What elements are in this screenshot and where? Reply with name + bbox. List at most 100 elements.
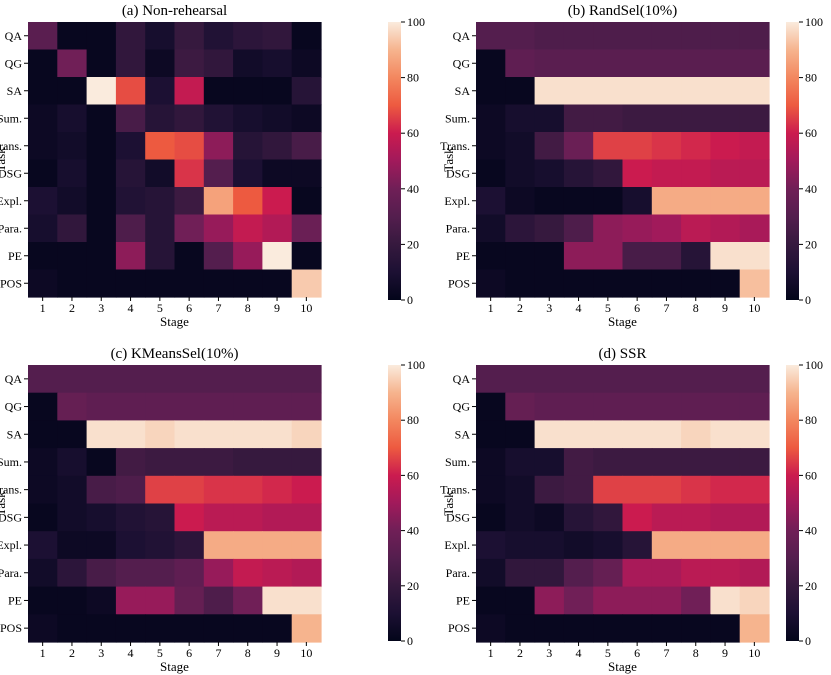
- heatmap-cell: [145, 49, 176, 78]
- heatmap-cell: [593, 531, 624, 560]
- heatmap-cell: [57, 503, 88, 532]
- heatmap-cell: [534, 420, 565, 449]
- heatmap-cell: [681, 475, 711, 505]
- heatmap-cell: [563, 448, 594, 477]
- heatmap-cell: [86, 214, 117, 243]
- heatmap-cell: [233, 558, 263, 588]
- heatmap-cell: [622, 269, 653, 298]
- heatmap-cell: [57, 77, 88, 106]
- heatmap-cell: [174, 269, 205, 298]
- heatmap-cell: [739, 558, 770, 588]
- heatmap-cell: [651, 475, 682, 505]
- heatmap-cell: [476, 159, 506, 188]
- heatmap-cell: [563, 49, 594, 78]
- heatmap-cell: [115, 77, 146, 106]
- x-tick-label: 6: [634, 301, 640, 315]
- x-tick-label: 5: [157, 301, 163, 315]
- heatmap-cell: [86, 104, 117, 133]
- heatmap-cell: [563, 242, 594, 271]
- colorbar-tick-label: 0: [805, 293, 811, 307]
- heatmap-cell: [233, 614, 263, 643]
- heatmap-cell: [476, 187, 506, 216]
- heatmap-cell: [233, 531, 263, 560]
- heatmap-cell: [534, 269, 565, 298]
- heatmap-cell: [203, 242, 234, 271]
- heatmap-cell: [710, 104, 741, 133]
- heatmap-cell: [145, 77, 176, 106]
- heatmap-cell: [291, 365, 322, 394]
- heatmap-cell: [681, 77, 711, 106]
- heatmap-cell: [681, 365, 711, 394]
- heatmap-cell: [505, 49, 536, 78]
- x-tick-label: 10: [300, 646, 312, 660]
- heatmap-cell: [115, 475, 146, 505]
- heatmap-cell: [622, 22, 653, 51]
- heatmap-cell: [86, 49, 117, 78]
- heatmap-cell: [651, 22, 682, 51]
- heatmap-cell: [622, 392, 653, 421]
- heatmap-cell: [593, 475, 624, 505]
- y-tick-label: POS: [448, 621, 470, 635]
- heatmap-cell: [115, 214, 146, 243]
- heatmap-cell: [739, 132, 770, 161]
- heatmap-cell: [476, 475, 506, 505]
- heatmap-cell: [563, 475, 594, 505]
- x-tick-label: 1: [488, 646, 494, 660]
- heatmap-cell: [563, 269, 594, 298]
- heatmap-cell: [651, 420, 682, 449]
- x-tick-label: 3: [546, 646, 552, 660]
- heatmap-cell: [28, 22, 58, 51]
- heatmap-cell: [57, 614, 88, 643]
- heatmap-cell: [681, 132, 711, 161]
- heatmap-cell: [28, 558, 58, 588]
- heatmap-cell: [203, 392, 234, 421]
- heatmap-cell: [262, 558, 293, 588]
- heatmap-cell: [115, 104, 146, 133]
- heatmap-cell: [505, 104, 536, 133]
- heatmap-cell: [233, 187, 263, 216]
- heatmap-cell: [86, 475, 117, 505]
- heatmap-cell: [505, 187, 536, 216]
- heatmap-cell: [115, 531, 146, 560]
- heatmap-cell: [233, 132, 263, 161]
- heatmap-cell: [534, 586, 565, 615]
- heatmap-cell: [203, 49, 234, 78]
- x-tick-label: 3: [98, 646, 104, 660]
- heatmap-cell: [622, 77, 653, 106]
- y-tick-label: QG: [5, 56, 23, 70]
- heatmap-cell: [233, 586, 263, 615]
- heatmap-cell: [203, 22, 234, 51]
- heatmap-cell: [28, 392, 58, 421]
- heatmap-cell: [262, 365, 293, 394]
- heatmap-cell: [593, 269, 624, 298]
- heatmap-cell: [233, 22, 263, 51]
- heatmap-cell: [651, 214, 682, 243]
- heatmap-cell: [681, 214, 711, 243]
- heatmap-cell: [534, 159, 565, 188]
- colorbar-tick-label: 20: [407, 237, 419, 251]
- heatmap-cell: [739, 159, 770, 188]
- heatmap-cell: [534, 392, 565, 421]
- colorbar-tick-label: 20: [805, 237, 817, 251]
- heatmap-cell: [651, 503, 682, 532]
- heatmap-cell: [651, 159, 682, 188]
- heatmap-cell: [739, 187, 770, 216]
- colorbar: [786, 22, 799, 300]
- colorbar-tick-label: 40: [805, 524, 817, 538]
- heatmap-cell: [203, 104, 234, 133]
- heatmap-cell: [291, 558, 322, 588]
- panel-title: (d) SSR: [599, 346, 647, 362]
- heatmap-cell: [174, 614, 205, 643]
- heatmap-cell: [262, 159, 293, 188]
- heatmap-cell: [622, 49, 653, 78]
- heatmap-cell: [203, 420, 234, 449]
- heatmap-cell: [115, 558, 146, 588]
- heatmap-cell: [476, 531, 506, 560]
- heatmap-cell: [622, 132, 653, 161]
- y-tick-label: Para.: [446, 566, 470, 580]
- heatmap-cell: [233, 503, 263, 532]
- x-tick-label: 8: [245, 301, 251, 315]
- heatmap-cell: [145, 531, 176, 560]
- y-axis-label: Task: [0, 491, 8, 516]
- heatmap-cell: [291, 586, 322, 615]
